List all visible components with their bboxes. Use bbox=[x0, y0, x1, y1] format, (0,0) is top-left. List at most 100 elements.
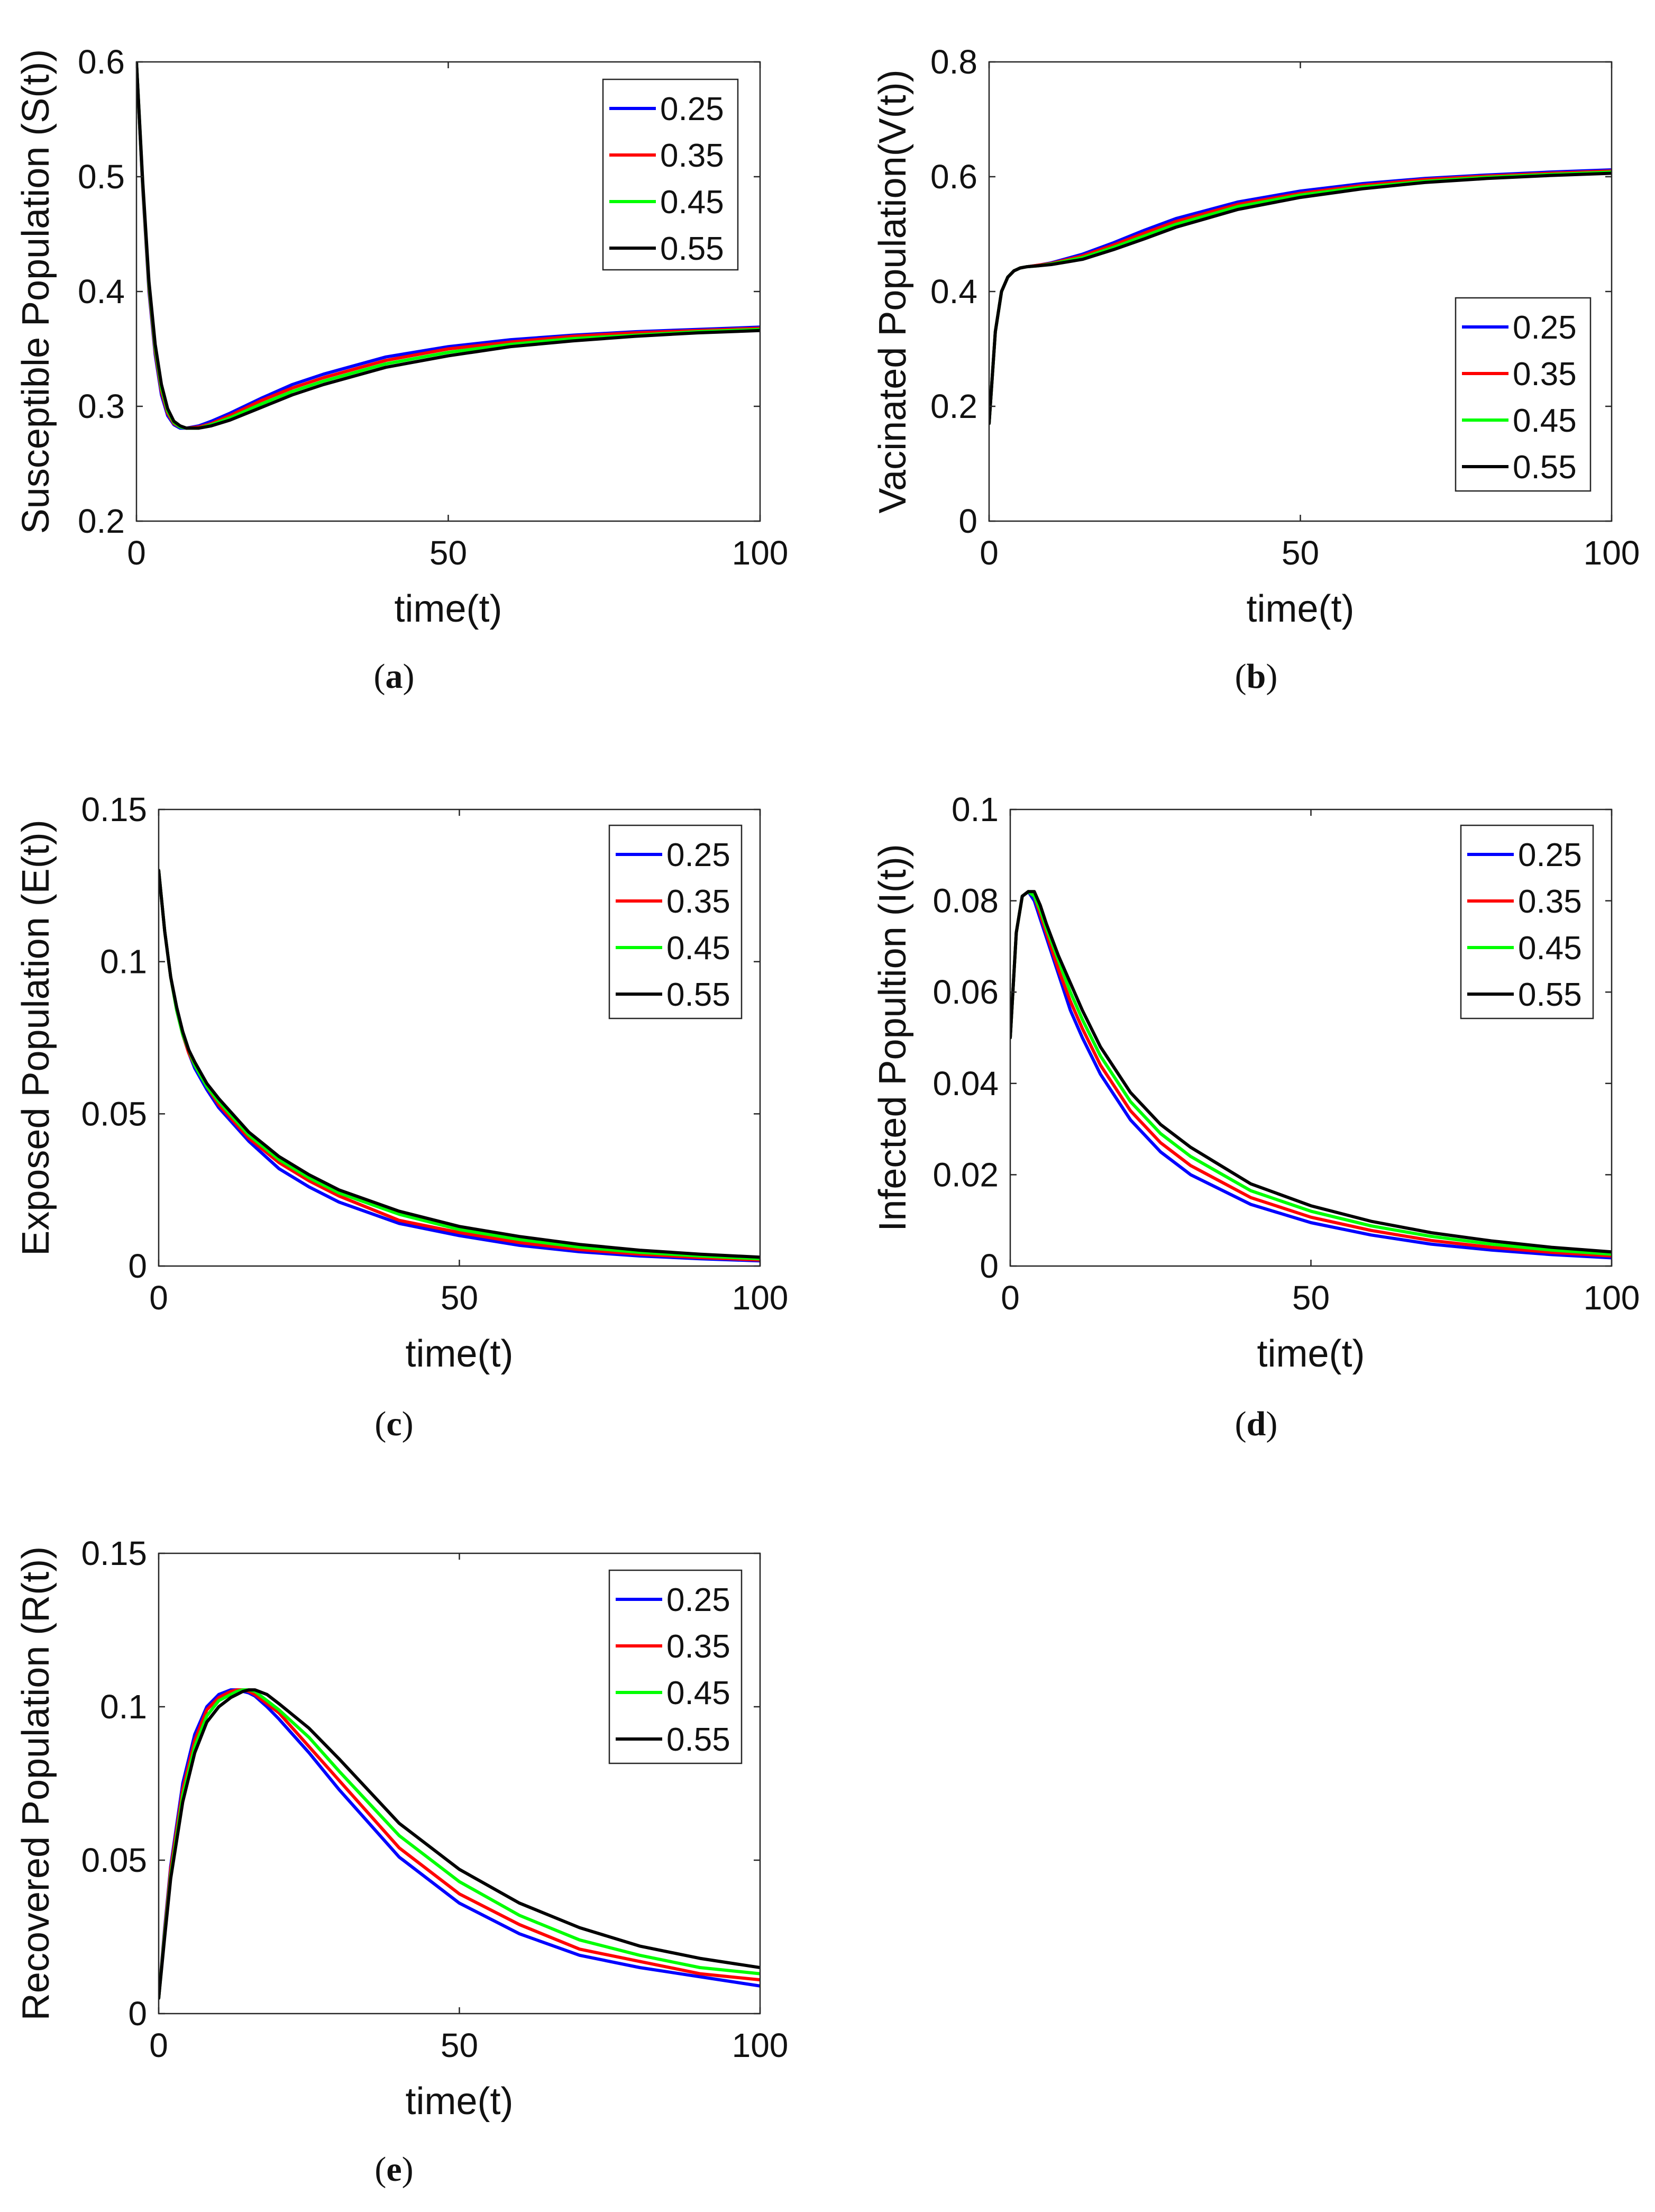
series-group bbox=[1010, 890, 1612, 1260]
x-tick-label: 50 bbox=[441, 1279, 478, 1317]
y-tick-label: 0.02 bbox=[932, 1155, 999, 1194]
caption-part: ) bbox=[1266, 657, 1277, 696]
caption-part: ( bbox=[374, 657, 386, 696]
x-axis-label: time(t) bbox=[1257, 1333, 1365, 1375]
legend-entry: 0.55 bbox=[666, 1722, 730, 1758]
caption-part: ( bbox=[374, 1405, 386, 1443]
legend-entry: 0.35 bbox=[660, 138, 724, 174]
x-tick-label: 0 bbox=[127, 534, 146, 572]
x-axis-label: time(t) bbox=[1247, 588, 1355, 630]
series-line-0.55 bbox=[1010, 890, 1612, 1254]
series-group bbox=[989, 168, 1612, 425]
x-axis-label: time(t) bbox=[406, 2080, 514, 2123]
series-group bbox=[159, 1688, 760, 2000]
legend-entry: 0.55 bbox=[1513, 449, 1577, 486]
caption-part: ( bbox=[1235, 1405, 1247, 1443]
y-tick-label: 0.3 bbox=[78, 387, 125, 425]
y-tick-label: 0.8 bbox=[930, 43, 977, 81]
legend-box bbox=[608, 824, 743, 1019]
caption-part: d bbox=[1247, 1405, 1266, 1443]
chart-panel-d: 0 50 100 0 0.02 0.04 0.06 0.08 0.1 time(t) Infecte… bbox=[872, 790, 1640, 1443]
y-tick-label: 0 bbox=[128, 1995, 147, 2033]
y-tick-label: 0.15 bbox=[81, 1534, 147, 1572]
y-tick-label: 0 bbox=[980, 1247, 999, 1285]
y-axis-label: Recovered Population (R(t)) bbox=[15, 1546, 57, 2020]
y-tick-label: 0.04 bbox=[932, 1064, 999, 1103]
y-tick-label: 0.05 bbox=[81, 1095, 147, 1133]
legend: 0.25 0.35 0.45 0.55 bbox=[602, 78, 739, 271]
x-tick-label: 0 bbox=[1001, 1279, 1020, 1317]
legend-entry: 0.35 bbox=[1518, 884, 1582, 920]
y-tick-label: 0 bbox=[128, 1247, 147, 1285]
y-tick-label: 0.2 bbox=[930, 387, 977, 425]
legend: 0.25 0.35 0.45 0.55 bbox=[608, 824, 743, 1019]
y-tick-label: 0.2 bbox=[78, 502, 125, 540]
y-tick-label: 0.6 bbox=[78, 43, 125, 81]
caption-part: b bbox=[1247, 657, 1266, 696]
x-tick-label: 50 bbox=[441, 2026, 478, 2064]
y-tick-label: 0 bbox=[958, 502, 977, 540]
caption-part: ) bbox=[402, 2150, 414, 2189]
panel-caption: (b) bbox=[1235, 657, 1278, 696]
x-tick-label: 100 bbox=[1584, 534, 1640, 572]
x-tick-label: 50 bbox=[1292, 1279, 1330, 1317]
y-tick-label: 0.4 bbox=[930, 272, 977, 311]
x-tick-label: 50 bbox=[1282, 534, 1319, 572]
legend-entry: 0.35 bbox=[666, 1628, 730, 1665]
series-line-0.55 bbox=[159, 1688, 760, 2000]
x-tick-label: 100 bbox=[732, 534, 789, 572]
x-tick-label: 0 bbox=[149, 2026, 168, 2064]
legend: 0.25 0.35 0.45 0.55 bbox=[1455, 297, 1592, 492]
y-axis-label: Vacinated Population(V(t)) bbox=[872, 69, 914, 513]
x-tick-label: 0 bbox=[149, 1279, 168, 1317]
caption-part: c bbox=[386, 1405, 401, 1443]
y-tick-label: 0.15 bbox=[81, 790, 147, 829]
legend-box bbox=[1455, 297, 1592, 492]
series-line-0.55 bbox=[136, 62, 760, 430]
chart-panel-a: 0 50 100 0.2 0.3 0.4 0.5 0.6 time(t) Susceptible … bbox=[15, 43, 788, 696]
y-tick-label: 0.1 bbox=[100, 943, 147, 981]
chart-panel-b: 0 50 100 0 0.2 0.4 0.6 0.8 time(t) Vacinated Popu… bbox=[872, 43, 1640, 696]
legend-entry: 0.25 bbox=[1518, 837, 1582, 873]
y-tick-label: 0.05 bbox=[81, 1841, 147, 1879]
legend: 0.25 0.35 0.45 0.55 bbox=[1460, 824, 1594, 1019]
series-line-0.55 bbox=[159, 869, 760, 1259]
y-tick-label: 0.1 bbox=[100, 1688, 147, 1726]
y-tick-label: 0.5 bbox=[78, 158, 125, 196]
y-axis-label: Exposed Population (E(t)) bbox=[15, 820, 57, 1255]
legend-entry: 0.55 bbox=[660, 231, 724, 267]
x-tick-label: 100 bbox=[732, 1279, 789, 1317]
legend-entry: 0.55 bbox=[666, 977, 730, 1013]
legend-entry: 0.45 bbox=[1518, 930, 1582, 967]
series-group bbox=[136, 62, 760, 430]
y-tick-label: 0.06 bbox=[932, 973, 999, 1011]
y-axis-label: Susceptible Population (S(t)) bbox=[15, 49, 57, 534]
chart-panel-e: 0 50 100 0 0.05 0.1 0.15 time(t) Recovered Popul… bbox=[15, 1534, 788, 2189]
x-tick-label: 50 bbox=[429, 534, 467, 572]
legend-entry: 0.35 bbox=[666, 884, 730, 920]
y-tick-label: 0.1 bbox=[952, 790, 999, 829]
chart-panel-c: 0 50 100 0 0.05 0.1 0.15 time(t) Exposed Populat… bbox=[15, 790, 788, 1443]
panel-caption: (a) bbox=[374, 657, 415, 696]
legend: 0.25 0.35 0.45 0.55 bbox=[608, 1569, 743, 1764]
legend-entry: 0.45 bbox=[660, 184, 724, 221]
x-axis-label: time(t) bbox=[406, 1333, 514, 1375]
caption-part: ) bbox=[1266, 1405, 1277, 1443]
caption-part: a bbox=[386, 657, 403, 696]
y-tick-label: 0.08 bbox=[932, 882, 999, 920]
legend-entry: 0.55 bbox=[1518, 977, 1582, 1013]
legend-box bbox=[602, 78, 739, 271]
caption-part: ) bbox=[403, 657, 415, 696]
legend-entry: 0.25 bbox=[1513, 310, 1577, 346]
legend-entry: 0.45 bbox=[1513, 403, 1577, 439]
panel-caption: (c) bbox=[374, 1405, 413, 1443]
panel-caption: (e) bbox=[374, 2150, 413, 2189]
x-tick-label: 100 bbox=[1584, 1279, 1640, 1317]
legend-entry: 0.25 bbox=[666, 837, 730, 873]
x-tick-label: 0 bbox=[980, 534, 999, 572]
series-group bbox=[159, 869, 760, 1263]
legend-entry: 0.45 bbox=[666, 1675, 730, 1712]
y-axis-label: Infected Popultion (I(t)) bbox=[872, 844, 914, 1231]
legend-entry: 0.35 bbox=[1513, 356, 1577, 393]
